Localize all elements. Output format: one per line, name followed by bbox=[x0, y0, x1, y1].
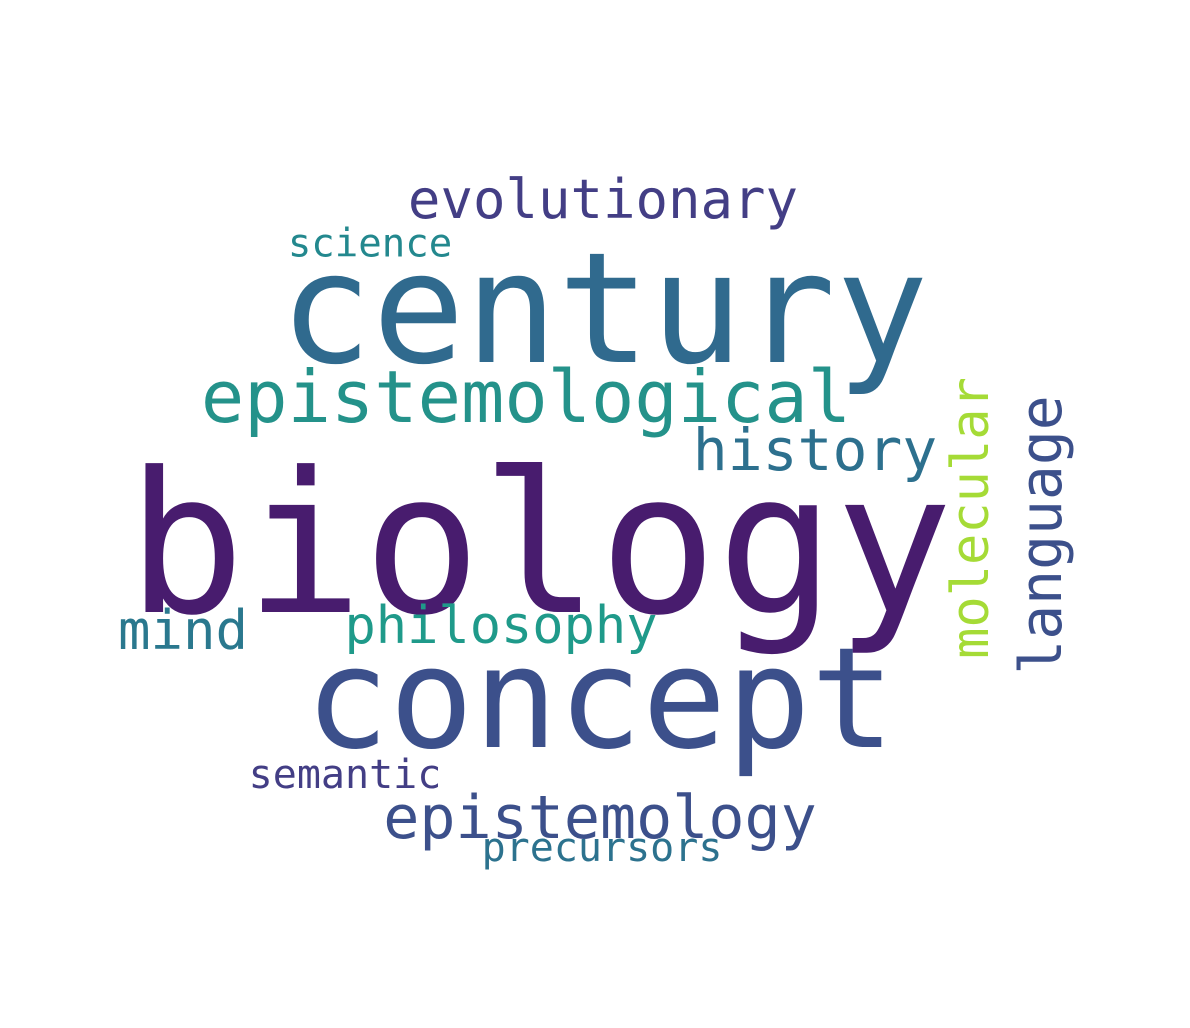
word-precursors: precursors bbox=[481, 825, 723, 871]
word-history: history bbox=[692, 416, 938, 484]
word-semantic: semantic bbox=[248, 752, 442, 798]
word-science: science bbox=[287, 221, 453, 267]
word-philosophy: philosophy bbox=[344, 596, 658, 656]
word-biology: biology bbox=[126, 431, 954, 659]
word-molecular: molecular bbox=[941, 377, 1001, 659]
word-century: century bbox=[279, 220, 929, 399]
word-evolutionary: evolutionary bbox=[407, 168, 799, 231]
word-concept: concept bbox=[304, 618, 896, 781]
word-language: language bbox=[1007, 395, 1075, 675]
word-mind: mind bbox=[117, 599, 249, 662]
word-epistemology: epistemology bbox=[383, 783, 817, 853]
word-epistemological: epistemological bbox=[200, 355, 852, 439]
